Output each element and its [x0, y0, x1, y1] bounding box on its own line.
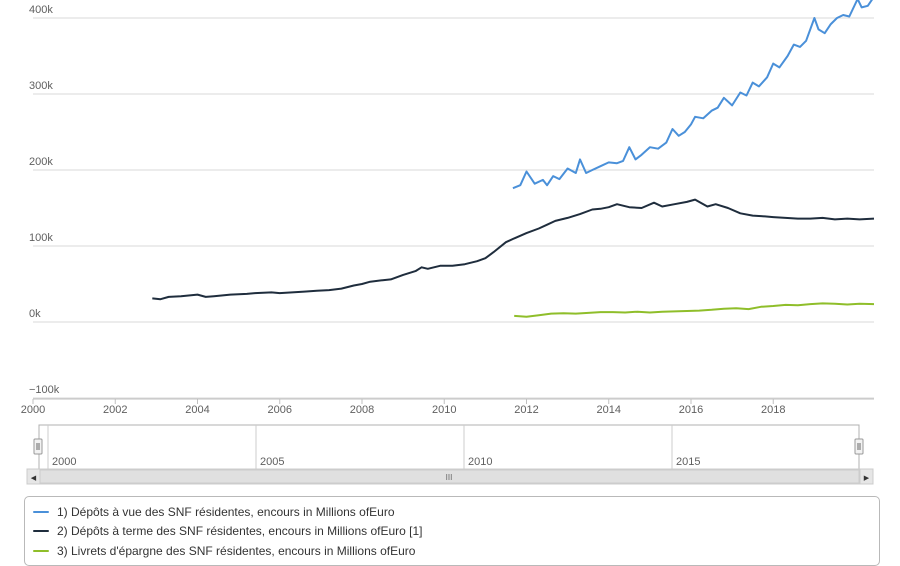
scroll-left-button[interactable] [26, 468, 41, 485]
navigator-tick-label: 2005 [260, 456, 284, 468]
legend-swatch [33, 510, 49, 513]
scrollbar-grip[interactable]: III [446, 473, 453, 482]
navigator[interactable]: 2000 2005 2010 2015 III ◀ ▶ [26, 424, 874, 485]
x-tick-label: 2006 [268, 404, 292, 416]
legend-label: 2) Dépôts à terme des SNF résidentes, en… [57, 524, 423, 539]
navigator-left-handle[interactable] [33, 438, 43, 455]
scroll-right-button[interactable] [859, 468, 874, 485]
legend-item-2[interactable]: 2) Dépôts à terme des SNF résidentes, en… [33, 522, 879, 542]
navigator-tick-label: 2015 [676, 456, 700, 468]
scroll-left-arrow-icon: ◀ [31, 475, 37, 482]
x-tick-label: 2002 [103, 404, 127, 416]
y-tick-label: 400k [29, 4, 53, 16]
x-axis-ticks: 2000 2002 2004 2006 2008 2010 2012 2014 2016 2018 [21, 399, 785, 416]
y-tick-label: 0k [29, 308, 41, 320]
series-lines [152, 0, 875, 318]
legend-swatch [33, 549, 49, 552]
line-chart: −100k 0k 100k 200k 300k 400k 2000 2002 2004 2006… [21, 0, 875, 485]
y-tick-label: −100k [29, 384, 60, 396]
x-tick-label: 2014 [597, 404, 621, 416]
series-line-2[interactable] [152, 198, 875, 301]
y-tick-label: 100k [29, 232, 53, 244]
legend-item-3[interactable]: 3) Livrets d'épargne des SNF résidentes,… [33, 541, 879, 561]
legend-label: 3) Livrets d'épargne des SNF résidentes,… [57, 543, 416, 558]
y-tick-label: 300k [29, 80, 53, 92]
x-tick-label: 2012 [514, 404, 538, 416]
legend-swatch [33, 530, 49, 533]
legend-item-1[interactable]: 1) Dépôts à vue des SNF résidentes, enco… [33, 502, 879, 522]
series-line-1[interactable] [512, 0, 874, 190]
navigator-tick-label: 2000 [52, 456, 76, 468]
y-axis-tick-labels: −100k 0k 100k 200k 300k 400k [29, 4, 60, 396]
y-tick-label: 200k [29, 156, 53, 168]
navigator-scrollbar[interactable]: III ◀ ▶ [26, 468, 874, 485]
x-tick-label: 2010 [432, 404, 456, 416]
series-line-3[interactable] [514, 302, 875, 318]
x-tick-label: 2018 [761, 404, 785, 416]
navigator-ticks: 2000 2005 2010 2015 [47, 425, 700, 469]
legend-label: 1) Dépôts à vue des SNF résidentes, enco… [57, 504, 395, 519]
x-tick-label: 2000 [21, 404, 45, 416]
navigator-right-handle[interactable] [854, 438, 864, 455]
x-tick-label: 2016 [679, 404, 703, 416]
navigator-frame [38, 424, 860, 471]
y-gridlines [33, 17, 874, 399]
x-tick-label: 2004 [185, 404, 209, 416]
scroll-right-arrow-icon: ▶ [864, 475, 870, 482]
x-tick-label: 2008 [350, 404, 374, 416]
navigator-tick-label: 2010 [468, 456, 492, 468]
